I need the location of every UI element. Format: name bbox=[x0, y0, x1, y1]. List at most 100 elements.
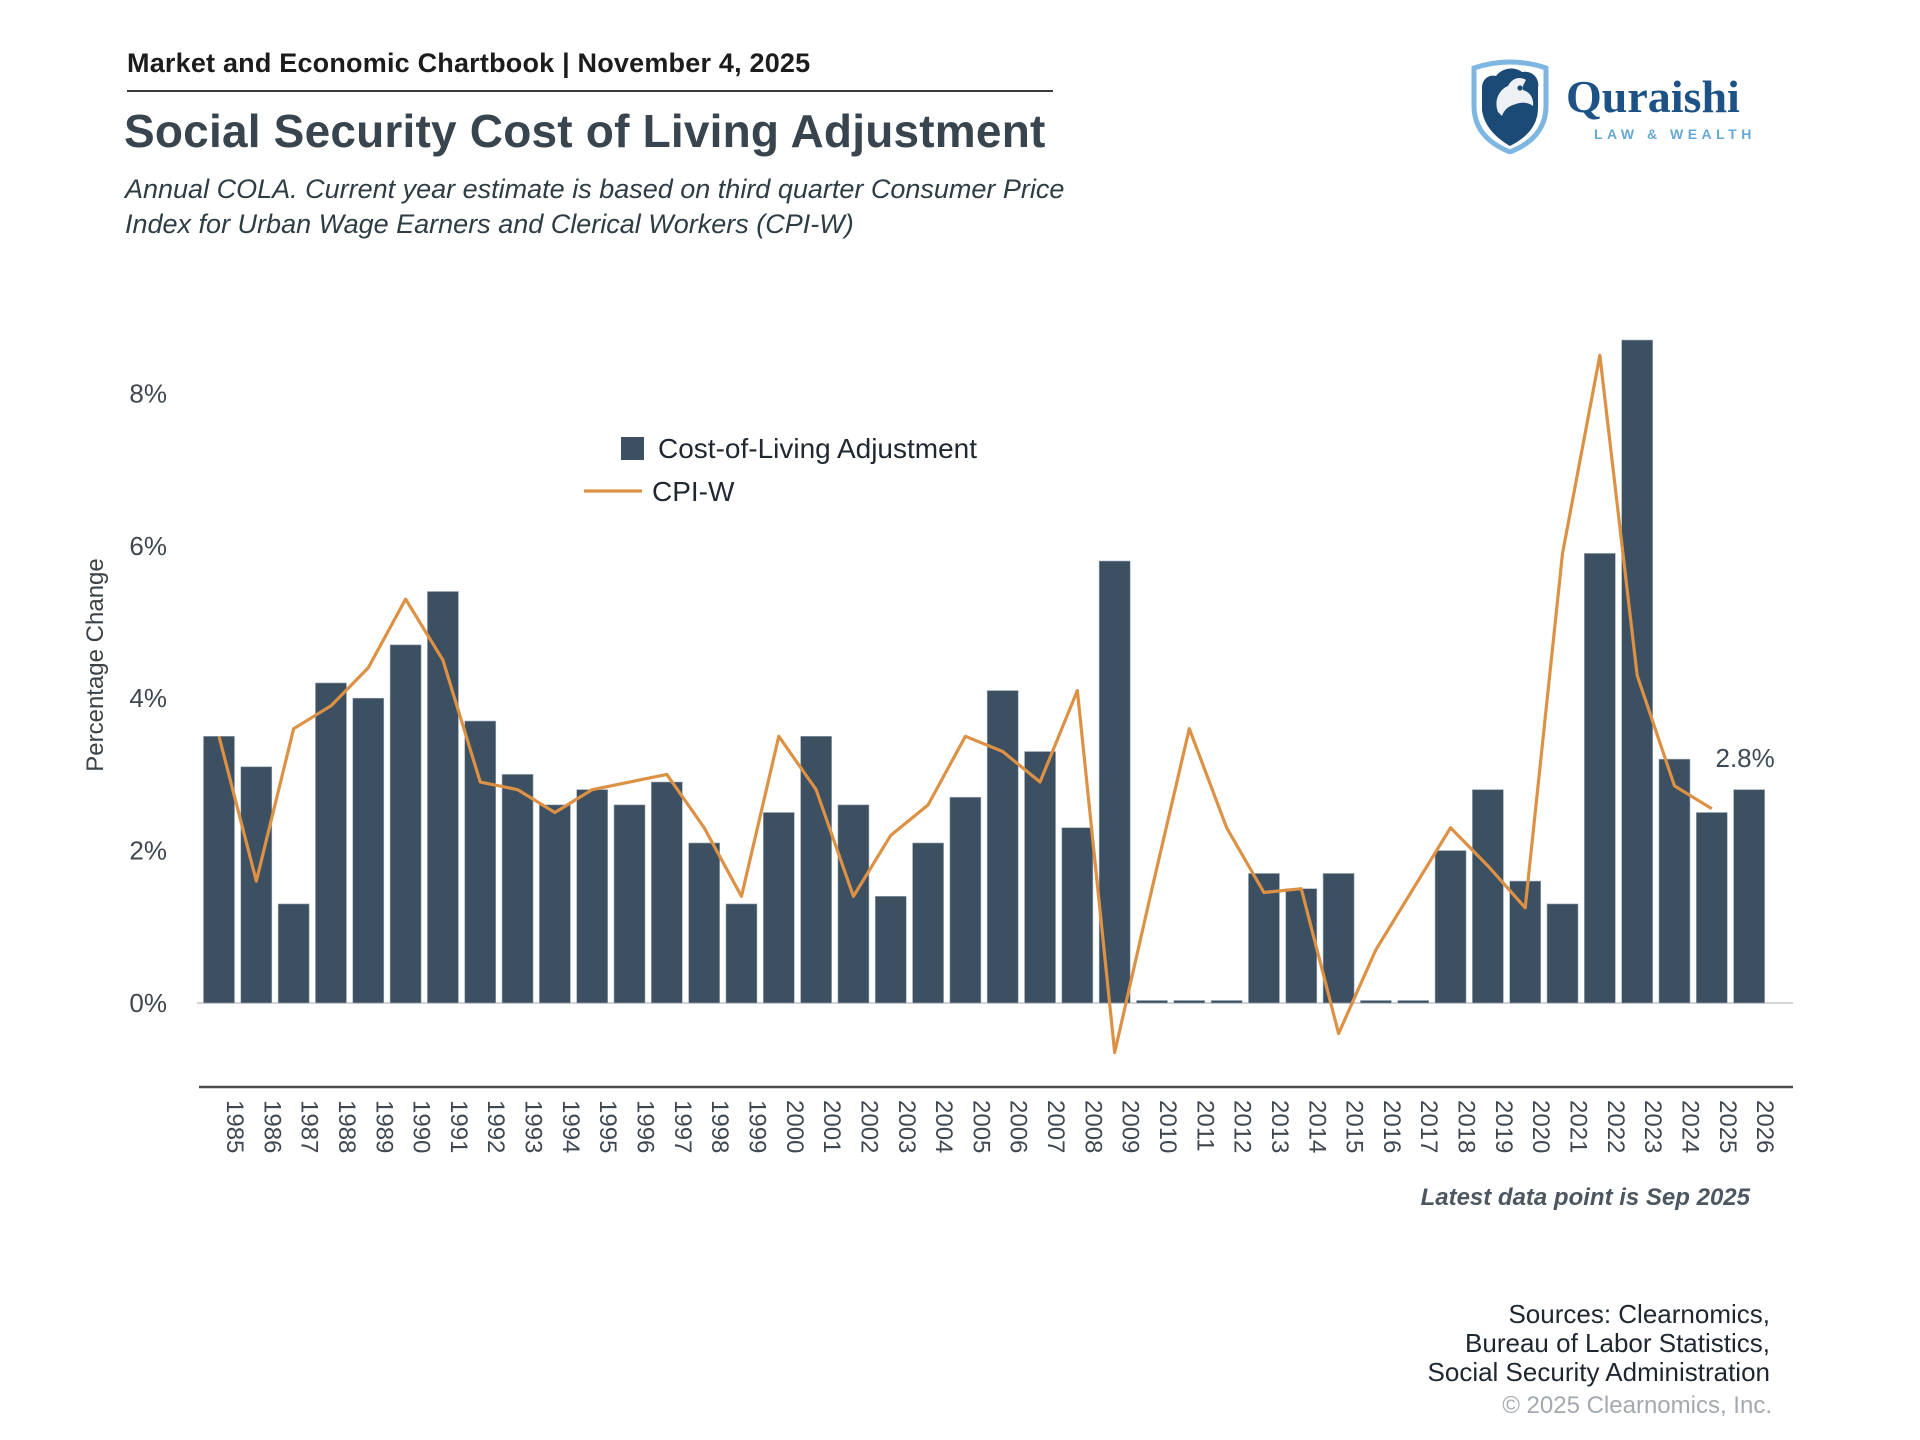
x-axis-year-label: 1988 bbox=[333, 1100, 360, 1153]
bar-2006 bbox=[986, 690, 1019, 1004]
x-axis-year-label: 2019 bbox=[1490, 1100, 1517, 1153]
bar-2022 bbox=[1584, 553, 1616, 1004]
latest-value-annotation: 2.8% bbox=[1715, 743, 1774, 773]
bar-2017 bbox=[1397, 1000, 1430, 1004]
bar-2024 bbox=[1658, 758, 1691, 1004]
x-axis-year-label: 2018 bbox=[1453, 1100, 1480, 1153]
bar-2004 bbox=[912, 842, 944, 1004]
logo-tagline: LAW & WEALTH bbox=[1594, 126, 1756, 142]
bar-2013 bbox=[1248, 873, 1280, 1004]
bar-2016 bbox=[1360, 1000, 1392, 1004]
x-axis-year-label: 1997 bbox=[669, 1100, 696, 1153]
x-axis-year-label: 2013 bbox=[1266, 1100, 1293, 1153]
bar-1995 bbox=[576, 789, 609, 1004]
bar-1999 bbox=[725, 903, 758, 1004]
logo-text: Quraishi LAW & WEALTH bbox=[1566, 71, 1756, 143]
latest-data-footnote: Latest data point is Sep 2025 bbox=[1421, 1184, 1751, 1211]
y-axis-tick-label: 4% bbox=[129, 683, 167, 713]
x-axis-year-label: 2023 bbox=[1639, 1100, 1666, 1153]
x-axis-year-label: 2020 bbox=[1527, 1100, 1554, 1153]
legend-cpiw-label: CPI-W bbox=[652, 476, 735, 507]
legend-cola-swatch bbox=[621, 437, 644, 460]
bar-2018 bbox=[1434, 850, 1467, 1004]
sources-text: Sources: Clearnomics, Bureau of Labor St… bbox=[1427, 1299, 1770, 1388]
x-axis-year-label: 2022 bbox=[1602, 1100, 1629, 1153]
bar-2025 bbox=[1696, 812, 1728, 1004]
x-axis-year-label: 2006 bbox=[1005, 1100, 1032, 1153]
bar-1986 bbox=[240, 766, 273, 1004]
copyright-text: © 2025 Clearnomics, Inc. bbox=[1502, 1392, 1772, 1419]
x-axis-year-label: 2015 bbox=[1341, 1100, 1368, 1153]
x-axis-year-label: 2002 bbox=[855, 1100, 882, 1153]
x-axis-year-label: 1993 bbox=[520, 1100, 547, 1153]
bar-2010 bbox=[1136, 1000, 1168, 1004]
bar-2015 bbox=[1322, 873, 1355, 1004]
header-divider bbox=[127, 90, 1053, 92]
x-axis-year-label: 1995 bbox=[594, 1100, 621, 1153]
page-subtitle: Annual COLA. Current year estimate is ba… bbox=[125, 174, 1065, 239]
x-axis-year-label: 2004 bbox=[930, 1100, 957, 1153]
x-axis-year-label: 2024 bbox=[1676, 1100, 1703, 1153]
x-axis-year-label: 1985 bbox=[221, 1100, 248, 1153]
bar-2009 bbox=[1098, 560, 1131, 1004]
bar-2019 bbox=[1472, 789, 1504, 1004]
bar-1993 bbox=[501, 774, 534, 1004]
y-axis-tick-label: 6% bbox=[129, 531, 167, 561]
logo-name: Quraishi bbox=[1566, 71, 1740, 122]
bar-1989 bbox=[352, 697, 385, 1004]
x-axis-year-label: 2005 bbox=[967, 1100, 994, 1153]
x-axis-year-label: 2000 bbox=[781, 1100, 808, 1153]
x-axis-year-label: 2003 bbox=[893, 1100, 920, 1153]
x-axis-year-label: 1991 bbox=[445, 1100, 472, 1153]
chartbook-header: Market and Economic Chartbook | November… bbox=[127, 48, 811, 78]
bar-2021 bbox=[1546, 903, 1579, 1004]
x-axis-year-label: 1990 bbox=[408, 1100, 435, 1153]
y-axis-tick-label: 8% bbox=[129, 378, 167, 408]
bar-1988 bbox=[315, 682, 347, 1004]
bar-2011 bbox=[1173, 1000, 1206, 1004]
bar-2026 bbox=[1733, 789, 1765, 1004]
x-axis-year-label: 2011 bbox=[1191, 1100, 1218, 1152]
x-axis-year-label: 2012 bbox=[1229, 1100, 1256, 1153]
bar-1990 bbox=[389, 644, 422, 1004]
source-line: Bureau of Labor Statistics, bbox=[1465, 1328, 1770, 1359]
bar-2003 bbox=[874, 896, 907, 1004]
bar-1998 bbox=[688, 842, 720, 1004]
x-axis-year-label: 1992 bbox=[482, 1100, 509, 1153]
x-axis-year-label: 1989 bbox=[370, 1100, 397, 1153]
bar-2001 bbox=[800, 735, 832, 1004]
x-axis-year-label: 2010 bbox=[1154, 1100, 1181, 1153]
bar-1997 bbox=[651, 781, 683, 1004]
bar-2002 bbox=[837, 804, 870, 1004]
x-axis-year-label: 2016 bbox=[1378, 1100, 1405, 1153]
x-axis-year-label: 2025 bbox=[1714, 1100, 1741, 1153]
bar-2000 bbox=[762, 812, 795, 1004]
quraishi-logo: Quraishi LAW & WEALTH bbox=[1468, 58, 1756, 154]
bar-1991 bbox=[427, 591, 459, 1004]
bar-1992 bbox=[464, 720, 497, 1004]
x-axis-year-label: 2026 bbox=[1751, 1100, 1778, 1153]
horse-shield-icon bbox=[1471, 59, 1549, 154]
x-axis-year-label: 1986 bbox=[258, 1100, 285, 1153]
x-axis-year-label: 1987 bbox=[296, 1100, 323, 1153]
bar-2012 bbox=[1210, 1000, 1243, 1004]
x-axis-year-label: 2007 bbox=[1042, 1100, 1069, 1153]
x-axis-year-label: 2001 bbox=[818, 1100, 845, 1153]
bar-2007 bbox=[1024, 751, 1056, 1004]
x-axis-year-label: 2014 bbox=[1303, 1100, 1330, 1153]
x-axis-year-label: 1998 bbox=[706, 1100, 733, 1153]
x-axis-year-label: 2008 bbox=[1079, 1100, 1106, 1153]
x-axis-year-label: 1999 bbox=[743, 1100, 770, 1153]
y-axis-tick-label: 0% bbox=[129, 988, 167, 1018]
bar-1996 bbox=[613, 804, 646, 1004]
bar-2005 bbox=[949, 796, 982, 1004]
y-axis-title: Percentage Change bbox=[82, 558, 109, 772]
legend-cola-label: Cost-of-Living Adjustment bbox=[658, 433, 977, 464]
x-axis-year-label: 1996 bbox=[632, 1100, 659, 1153]
x-axis-year-label: 1994 bbox=[557, 1100, 584, 1153]
source-line: Social Security Administration bbox=[1427, 1357, 1770, 1388]
bar-2008 bbox=[1061, 827, 1094, 1004]
x-axis-year-label: 2009 bbox=[1117, 1100, 1144, 1153]
page-title: Social Security Cost of Living Adjustmen… bbox=[124, 105, 1046, 157]
